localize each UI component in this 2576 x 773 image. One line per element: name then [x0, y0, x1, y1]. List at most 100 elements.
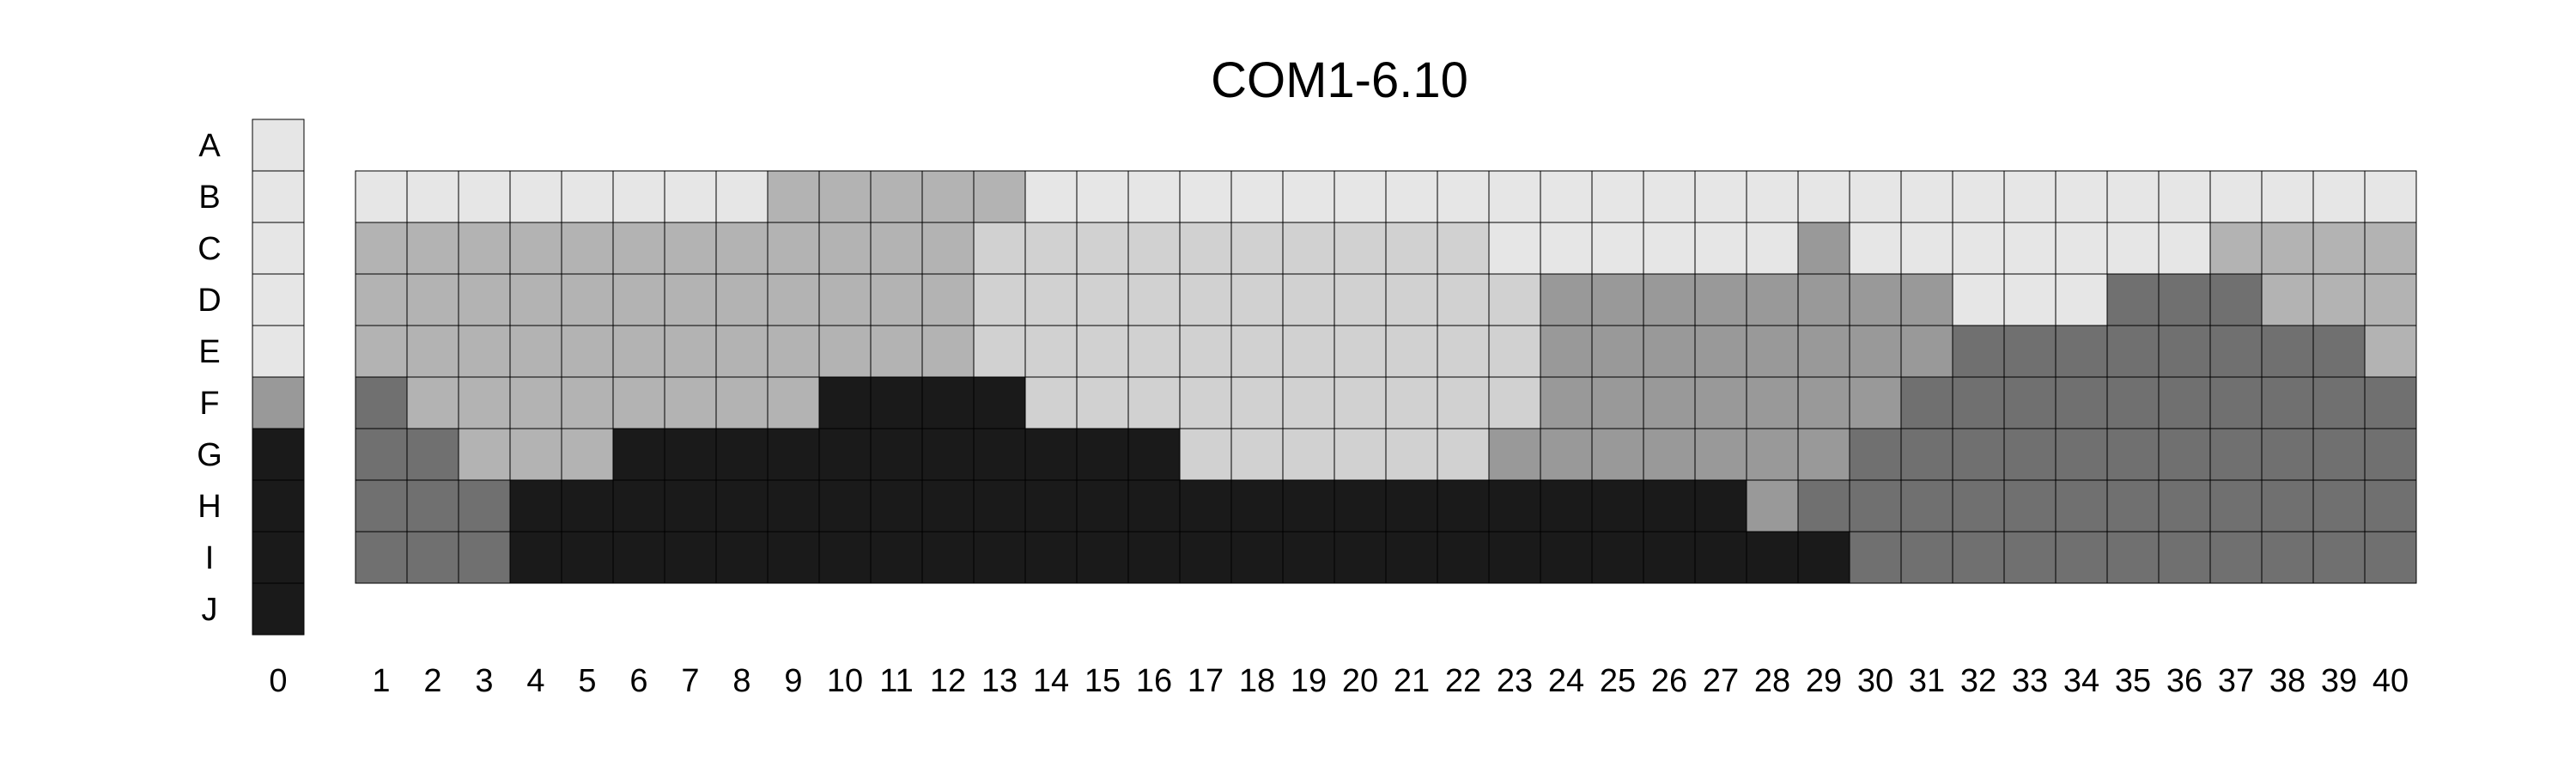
column-label: 10 [827, 663, 863, 699]
reference-cell [252, 119, 305, 172]
heatmap-cell [406, 428, 459, 481]
heatmap-cell [818, 531, 872, 584]
column-label: 22 [1445, 663, 1481, 699]
heatmap-cell [1643, 325, 1696, 378]
heatmap-cell [1746, 222, 1799, 275]
heatmap-cell [2055, 531, 2108, 584]
heatmap-cell [1952, 479, 2005, 533]
heatmap-cell [1230, 273, 1284, 326]
heatmap-cell [1127, 273, 1181, 326]
heatmap-cell [1334, 376, 1387, 429]
heatmap-cell [664, 531, 717, 584]
heatmap-cell [973, 222, 1026, 275]
heatmap-cell [1540, 325, 1593, 378]
column-label: 7 [681, 663, 699, 699]
column-label: 28 [1754, 663, 1790, 699]
row-label: C [197, 231, 221, 267]
heatmap-cell [1282, 273, 1335, 326]
heatmap-cell [561, 428, 614, 481]
heatmap-cell [458, 531, 511, 584]
heatmap-cell [664, 170, 717, 223]
heatmap-cell [1591, 376, 1644, 429]
heatmap-cell [406, 222, 459, 275]
heatmap-cell [2261, 531, 2314, 584]
heatmap-cell [1385, 376, 1438, 429]
heatmap-cell [1900, 428, 1953, 481]
heatmap-cell [1540, 170, 1593, 223]
reference-cell [252, 531, 305, 584]
heatmap-cell [1746, 428, 1799, 481]
heatmap-cell [870, 376, 923, 429]
heatmap-cell [1694, 325, 1747, 378]
column-label: 26 [1651, 663, 1687, 699]
row-label: A [198, 128, 221, 164]
heatmap-cell [1746, 325, 1799, 378]
heatmap-cell [1694, 428, 1747, 481]
heatmap-cell [1179, 376, 1232, 429]
heatmap-cell [1797, 273, 1850, 326]
heatmap-cell [2003, 273, 2057, 326]
heatmap-cell [1900, 531, 1953, 584]
column-label: 37 [2218, 663, 2254, 699]
heatmap-cell [561, 170, 614, 223]
row-label: F [199, 386, 219, 422]
heatmap-cell [1334, 273, 1387, 326]
heatmap-cell [973, 376, 1026, 429]
heatmap-cell [921, 170, 975, 223]
heatmap-cell [1127, 170, 1181, 223]
heatmap-cell [2209, 222, 2263, 275]
heatmap-cell [1797, 479, 1850, 533]
heatmap-cell [1643, 222, 1696, 275]
column-label: 14 [1033, 663, 1069, 699]
heatmap-cell [2003, 222, 2057, 275]
heatmap-cell [870, 222, 923, 275]
heatmap-cell [2055, 170, 2108, 223]
heatmap-cell [1024, 428, 1078, 481]
column-label: 5 [578, 663, 596, 699]
heatmap-cell [715, 376, 769, 429]
heatmap-cell [1230, 428, 1284, 481]
heatmap-cell [973, 325, 1026, 378]
heatmap-cell [458, 325, 511, 378]
heatmap-cell [1591, 273, 1644, 326]
heatmap-cell [1334, 479, 1387, 533]
heatmap-cell [509, 222, 562, 275]
heatmap-cell [2158, 531, 2211, 584]
heatmap-cell [921, 376, 975, 429]
heatmap-cell [1900, 273, 1953, 326]
heatmap-cell [2209, 170, 2263, 223]
heatmap-cell [2106, 222, 2160, 275]
heatmap-cell [2158, 222, 2211, 275]
heatmap-cell [1385, 170, 1438, 223]
heatmap-cell [2158, 376, 2211, 429]
heatmap-cell [2209, 376, 2263, 429]
heatmap-cell [973, 170, 1026, 223]
heatmap-cell [767, 222, 820, 275]
heatmap-cell [1694, 170, 1747, 223]
heatmap-cell [1282, 479, 1335, 533]
heatmap-cell [1179, 479, 1232, 533]
heatmap-cell [1540, 273, 1593, 326]
heatmap-cell [1024, 222, 1078, 275]
heatmap-cell [458, 428, 511, 481]
column-label: 40 [2372, 663, 2409, 699]
heatmap-cell [2209, 325, 2263, 378]
heatmap-cell [1024, 325, 1078, 378]
heatmap-cell [2209, 531, 2263, 584]
heatmap-cell [1952, 222, 2005, 275]
heatmap-cell [1230, 531, 1284, 584]
heatmap-cell [2209, 273, 2263, 326]
heatmap-cell [2312, 376, 2366, 429]
heatmap-cell [1282, 222, 1335, 275]
column-label: 0 [269, 663, 287, 699]
heatmap-cell [767, 170, 820, 223]
heatmap-cell [2261, 273, 2314, 326]
heatmap-cell [921, 325, 975, 378]
heatmap-cell [767, 325, 820, 378]
row-label: B [198, 180, 220, 216]
row-label: I [205, 540, 215, 576]
heatmap-cell [1282, 428, 1335, 481]
heatmap-cell [2003, 531, 2057, 584]
heatmap-cell [1385, 325, 1438, 378]
heatmap-cell [1076, 273, 1129, 326]
